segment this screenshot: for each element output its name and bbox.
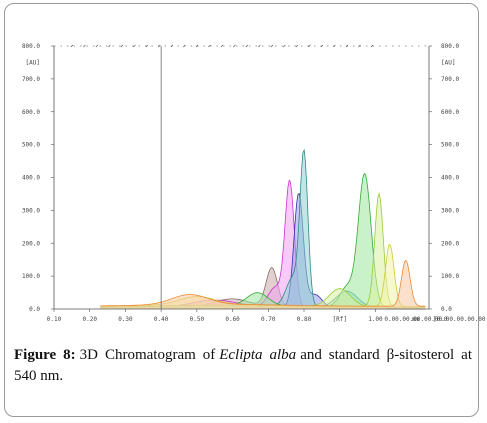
track-mark bbox=[358, 44, 361, 48]
track-mark bbox=[370, 44, 374, 48]
y-tick-label-left: 300.0 bbox=[22, 207, 40, 214]
track-mark bbox=[120, 44, 124, 48]
x-tick-label: 0.10 bbox=[47, 316, 62, 323]
x-tick-label: [Rf] bbox=[332, 316, 346, 323]
y-tick-label-left: 600.0 bbox=[22, 109, 40, 116]
y-tick-label-right: 0.0 bbox=[441, 306, 452, 313]
x-tick-label: 0.80 bbox=[297, 316, 312, 323]
series-area-8 bbox=[100, 260, 426, 309]
y-tick-label-right: 300.0 bbox=[441, 207, 459, 214]
x-tick-label: 0.70 bbox=[261, 316, 276, 323]
track-mark bbox=[320, 44, 324, 48]
track-mark bbox=[245, 44, 249, 48]
y-tick-label-left: 200.0 bbox=[22, 240, 40, 247]
track-mark bbox=[108, 44, 111, 48]
x-tail-label: 0.00.00.00.00.00.00.00.00.00 bbox=[384, 316, 486, 323]
track-mark bbox=[83, 44, 86, 48]
track-mark bbox=[208, 44, 211, 48]
track-mark bbox=[220, 44, 224, 48]
track-mark bbox=[258, 44, 261, 48]
track-mark bbox=[308, 44, 311, 48]
track-mark bbox=[233, 44, 236, 48]
y-tick-label-left: 100.0 bbox=[22, 273, 40, 280]
y-tick-label-right: 400.0 bbox=[441, 175, 459, 182]
y-tick-label-right: 500.0 bbox=[441, 142, 459, 149]
x-tick-label: 0.50 bbox=[190, 316, 205, 323]
y-tick-label-right: 200.0 bbox=[441, 240, 459, 247]
y-tick-label-left: 700.0 bbox=[22, 76, 40, 83]
x-tick-label: 0.20 bbox=[82, 316, 97, 323]
track-mark bbox=[195, 44, 199, 48]
track-mark bbox=[158, 44, 161, 48]
track-mark bbox=[145, 44, 149, 48]
x-tick-label: 1.00 bbox=[368, 316, 383, 323]
caption-text-after: and standard β-sitosterol at 540 nm. bbox=[14, 347, 472, 384]
caption-text-before: 3D Chromatogram of bbox=[79, 347, 216, 363]
y-tick-label-left: 0.0 bbox=[29, 306, 40, 313]
series-area-5 bbox=[100, 173, 426, 309]
track-mark bbox=[345, 44, 349, 48]
x-end-label: [0.0 bbox=[433, 316, 448, 323]
track-mark bbox=[270, 44, 274, 48]
figure-caption: Figure 8: 3D Chromatogram of Eclipta alba a… bbox=[14, 345, 472, 387]
track-mark bbox=[70, 44, 74, 48]
y-tick-label-right: 800.0 bbox=[441, 43, 459, 50]
y-tick-label-right: 700.0 bbox=[441, 76, 459, 83]
caption-italic: Eclipta alba bbox=[219, 347, 297, 363]
series-area-7 bbox=[100, 244, 426, 309]
track-mark bbox=[170, 44, 174, 48]
y-axis-label-right: [AU] bbox=[441, 59, 455, 66]
y-tick-label-right: 100.0 bbox=[441, 273, 459, 280]
x-unit-label: mm bbox=[412, 316, 420, 323]
chromatogram-chart: 0.0 0.0 100.0 100.0 200.0 200.0 300.0 300.0 400.… bbox=[22, 43, 486, 323]
x-tick-label: 0.30 bbox=[118, 316, 133, 323]
track-mark bbox=[95, 44, 99, 48]
y-tick-label-left: 800.0 bbox=[22, 43, 40, 50]
series-line-8 bbox=[100, 259, 426, 307]
x-tick-label: 0.40 bbox=[154, 316, 169, 323]
track-mark bbox=[283, 44, 286, 48]
y-tick-label-left: 500.0 bbox=[22, 142, 40, 149]
y-tick-label-right: 600.0 bbox=[441, 109, 459, 116]
track-mark bbox=[295, 44, 299, 48]
y-axis-label-left: [AU] bbox=[26, 59, 40, 66]
track-mark bbox=[333, 44, 336, 48]
figure-label: Figure 8: bbox=[14, 347, 76, 363]
x-tick-label: 0.60 bbox=[225, 316, 240, 323]
track-mark bbox=[133, 44, 136, 48]
y-tick-label-left: 400.0 bbox=[22, 175, 40, 182]
figure-frame bbox=[4, 3, 479, 417]
track-mark bbox=[183, 44, 186, 48]
